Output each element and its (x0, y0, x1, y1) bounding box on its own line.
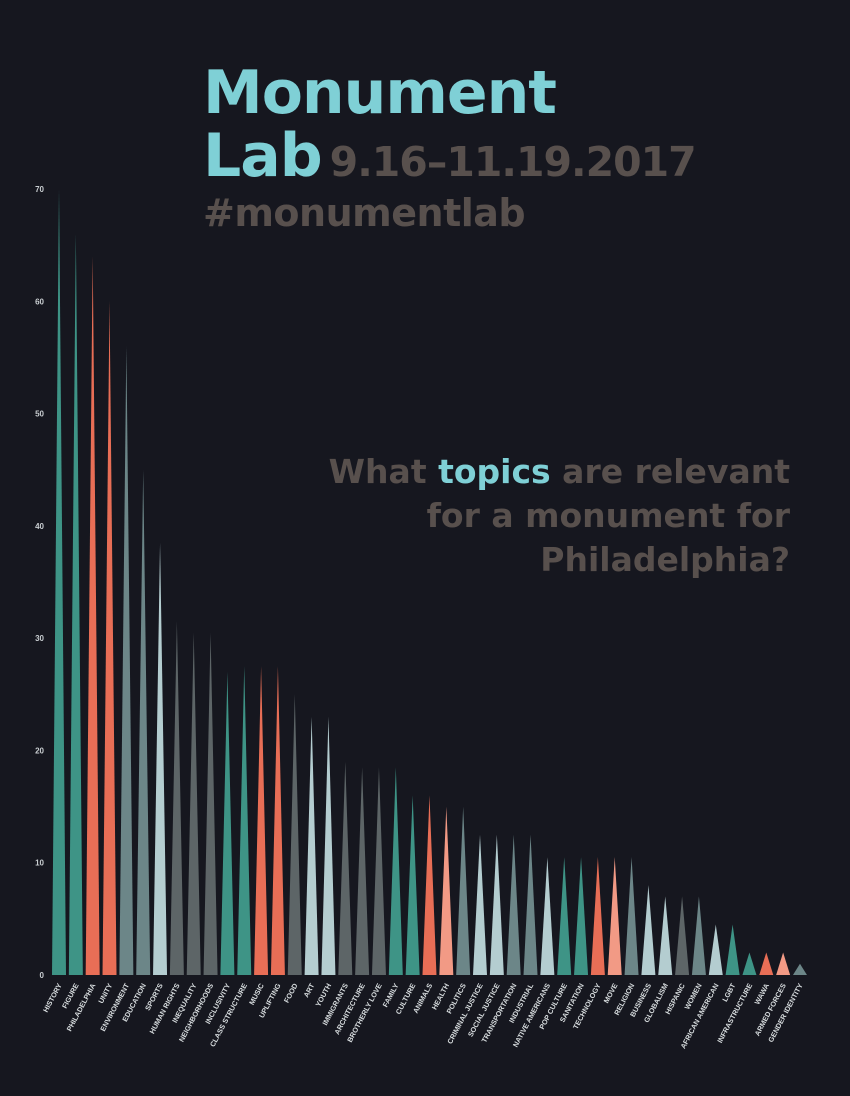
bar-spike (523, 834, 538, 975)
y-tick-label: 50 (35, 410, 44, 419)
bar-spike (287, 694, 302, 975)
event-dates: 9.16–11.19.2017 (329, 138, 697, 186)
y-tick-label: 40 (35, 522, 44, 531)
bar-spike (136, 469, 151, 975)
bar-spike (607, 857, 622, 975)
question-before: What (328, 452, 439, 491)
bar-spike (422, 795, 437, 975)
bar-spike (405, 795, 420, 975)
bar-spike (590, 857, 605, 975)
y-tick-label: 20 (35, 746, 44, 755)
bar-spike (371, 767, 386, 975)
x-tick-label: HISTORY (41, 982, 64, 1014)
bar-spike (691, 896, 706, 975)
bar-spike (557, 857, 572, 975)
bar-spike (388, 767, 403, 975)
bar-spike (338, 761, 353, 975)
x-tick-label: ART (301, 981, 316, 999)
y-tick-label: 70 (35, 185, 44, 194)
bar-spike (540, 857, 555, 975)
bar-spike (355, 767, 370, 975)
title-lab: Lab (203, 121, 323, 191)
bar-spike (237, 666, 252, 975)
title-monument: Monument (203, 58, 557, 128)
bar-spike (119, 346, 134, 975)
y-tick-label: 60 (35, 297, 44, 306)
bar-spike (624, 857, 639, 975)
bar-spike (439, 806, 454, 975)
bar-spike (708, 924, 723, 975)
bar-spike (254, 666, 269, 975)
bar-spike (203, 632, 218, 975)
question-highlight: topics (438, 452, 551, 491)
bar-spike (675, 896, 690, 975)
bar-spike (641, 885, 656, 975)
question-line-1: What topics are relevant (270, 450, 790, 494)
y-tick-label: 30 (35, 634, 44, 643)
question-text: What topics are relevant for a monument … (270, 450, 790, 582)
bar-spike (456, 806, 471, 975)
y-tick-label: 10 (35, 859, 44, 868)
y-tick-label: 0 (40, 971, 45, 980)
bar-spike (102, 301, 117, 975)
bar-spike (658, 896, 673, 975)
bar-spike (574, 857, 589, 975)
bar-spike (68, 233, 83, 975)
bar-spike (725, 924, 740, 975)
bar-spike (169, 621, 184, 975)
bar-spike (759, 952, 774, 975)
title-block: Monument Lab 9.16–11.19.2017 #monumentlab (203, 58, 697, 238)
bar-spike (489, 834, 504, 975)
bar-spike (220, 671, 235, 975)
bar-spike (473, 834, 487, 975)
question-after: are relevant (550, 452, 790, 491)
question-line-3: Philadelphia? (540, 540, 790, 579)
bar-spike (52, 189, 66, 975)
bar-spike (792, 963, 807, 975)
bar-spike (304, 716, 319, 975)
bar-spike (506, 834, 521, 975)
hashtag: #monumentlab (203, 191, 526, 235)
bar-spike (186, 632, 201, 975)
question-line-2: for a monument for (426, 496, 790, 535)
bar-spike (321, 716, 336, 975)
bar-spike (85, 256, 100, 975)
x-tick-label: FOOD (282, 982, 300, 1005)
x-tick-label: INFRASTRUCTURE (715, 982, 754, 1045)
bar-spike (776, 952, 791, 975)
x-tick-label: LGBT (720, 981, 737, 1003)
bar-spike (742, 952, 757, 975)
title-line-2: Lab 9.16–11.19.2017 (203, 125, 697, 188)
bar-spike (270, 666, 285, 975)
bar-spike (153, 542, 168, 975)
x-tick-label: MOVE (602, 982, 620, 1005)
